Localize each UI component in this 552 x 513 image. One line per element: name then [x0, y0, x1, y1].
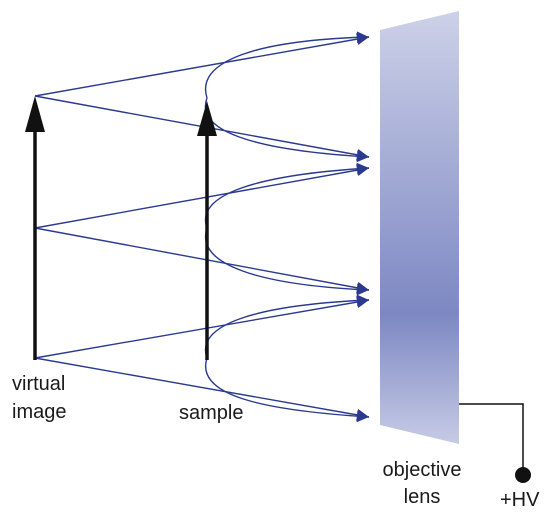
objective-lens-label-line2: lens: [403, 486, 441, 508]
trajectory-bottom-upper: [204, 294, 370, 359]
virtual-image-rays: [34, 33, 370, 421]
virtual-image-label-line2: image: [12, 401, 67, 423]
objective-lens-label-line1: objective: [382, 459, 462, 481]
ray-center-to-mid: [34, 164, 370, 229]
ray-bottom-to-base: [34, 357, 370, 421]
objective-lens: [380, 11, 459, 444]
high-voltage-label: +HV: [500, 489, 540, 511]
virtual-image-label-line1: virtual: [12, 373, 66, 395]
ray-bottom-to-lower: [34, 296, 370, 359]
trajectory-top-lower: [204, 97, 370, 163]
trajectory-bottom-lower: [204, 357, 370, 423]
sample-trajectories: [204, 31, 370, 423]
sample-label: sample: [179, 402, 244, 424]
trajectory-center-upper: [204, 162, 370, 229]
ray-center-to-lower: [34, 227, 370, 294]
ray-top-to-upper: [34, 33, 370, 97]
sample-arrow: [197, 101, 217, 360]
trajectory-top-upper: [204, 31, 370, 99]
virtual-image-arrow: [25, 96, 45, 360]
hv-wire: [459, 403, 524, 470]
hv-terminal: [515, 467, 531, 483]
trajectory-center-lower: [204, 227, 370, 296]
